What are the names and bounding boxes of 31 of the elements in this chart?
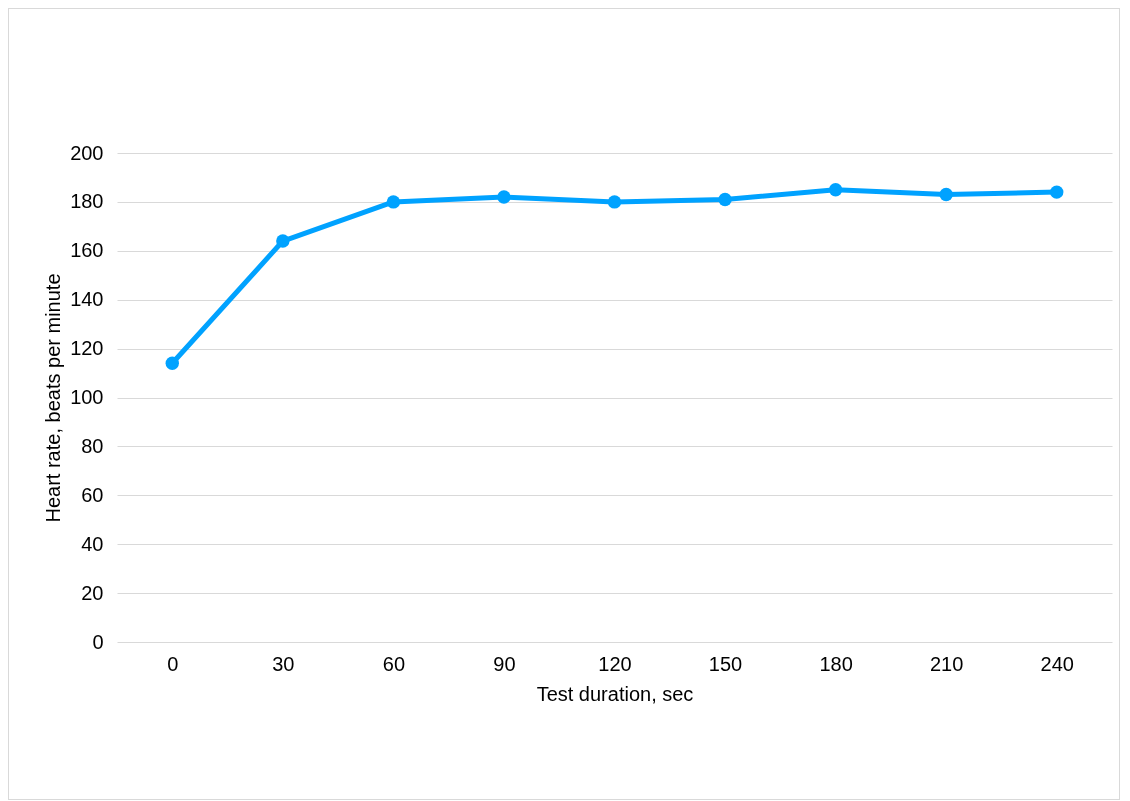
- x-tick-label: 90: [493, 652, 516, 675]
- point: [939, 187, 953, 202]
- x-axis-title: Test duration, sec: [536, 682, 694, 705]
- y-tick-label: 80: [81, 434, 104, 457]
- x-tick-label: 120: [598, 652, 632, 675]
- y-tick-label: 200: [70, 141, 104, 164]
- x-tick-label: 180: [819, 652, 853, 675]
- point: [607, 195, 622, 209]
- y-tick-label: 20: [81, 581, 104, 604]
- x-tick-label: 30: [272, 652, 295, 675]
- y-tick-label: 120: [70, 337, 104, 360]
- point: [828, 182, 843, 197]
- point: [386, 195, 401, 209]
- y-tick-label: 100: [70, 386, 104, 408]
- point: [718, 192, 732, 207]
- x-tick-label: 210: [929, 652, 964, 675]
- y-tick-label: 40: [81, 532, 104, 555]
- y-axis-title: Heart rate, beats per minute: [42, 273, 65, 523]
- y-tick-label: 160: [70, 239, 104, 262]
- point: [276, 234, 290, 248]
- point: [497, 190, 511, 204]
- x-tick-label: 60: [382, 652, 406, 675]
- y-tick-label: 180: [70, 190, 104, 213]
- x-tick-label: 150: [708, 652, 743, 675]
- y-tick-label: 0: [92, 630, 104, 653]
- point: [165, 356, 179, 370]
- y-tick-label: 140: [70, 288, 104, 311]
- x-tick-label: 0: [167, 652, 179, 675]
- y-tick-label: 60: [81, 483, 104, 506]
- point: [1050, 185, 1064, 199]
- x-tick-label: 240: [1040, 652, 1074, 675]
